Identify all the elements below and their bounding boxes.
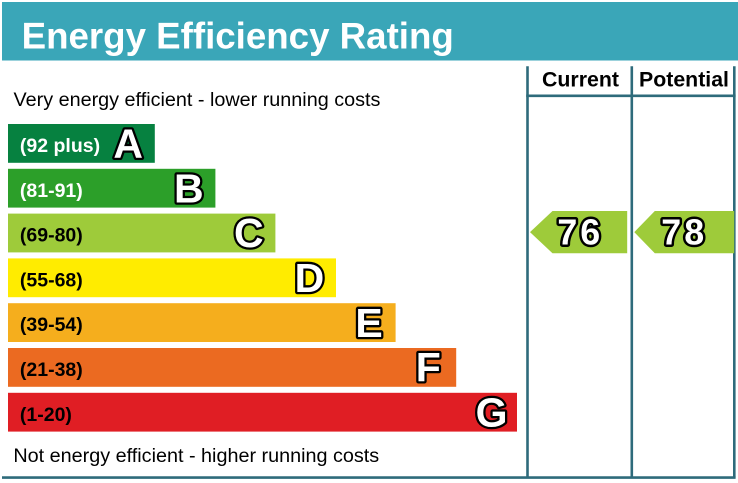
svg-text:Potential: Potential	[639, 68, 729, 92]
svg-text:A: A	[113, 121, 143, 167]
svg-text:78: 78	[661, 212, 707, 252]
svg-text:(92 plus): (92 plus)	[20, 135, 100, 157]
svg-text:(21-38): (21-38)	[20, 359, 83, 381]
svg-text:E: E	[355, 300, 382, 346]
svg-text:B: B	[174, 165, 204, 211]
svg-text:Current: Current	[542, 68, 619, 92]
svg-text:Energy Efficiency Rating: Energy Efficiency Rating	[22, 15, 454, 56]
svg-text:C: C	[234, 210, 264, 256]
svg-text:(39-54): (39-54)	[20, 314, 83, 336]
svg-text:76: 76	[557, 212, 603, 252]
svg-text:Not energy efficient - higher: Not energy efficient - higher running co…	[13, 445, 379, 467]
svg-text:(55-68): (55-68)	[20, 269, 83, 291]
svg-text:(69-80): (69-80)	[20, 225, 83, 247]
svg-text:Very energy efficient - lower: Very energy efficient - lower running co…	[14, 89, 381, 111]
svg-text:D: D	[295, 255, 325, 301]
svg-text:(1-20): (1-20)	[20, 404, 72, 426]
svg-text:G: G	[476, 389, 508, 435]
svg-text:F: F	[416, 345, 441, 391]
svg-text:(81-91): (81-91)	[20, 180, 83, 202]
